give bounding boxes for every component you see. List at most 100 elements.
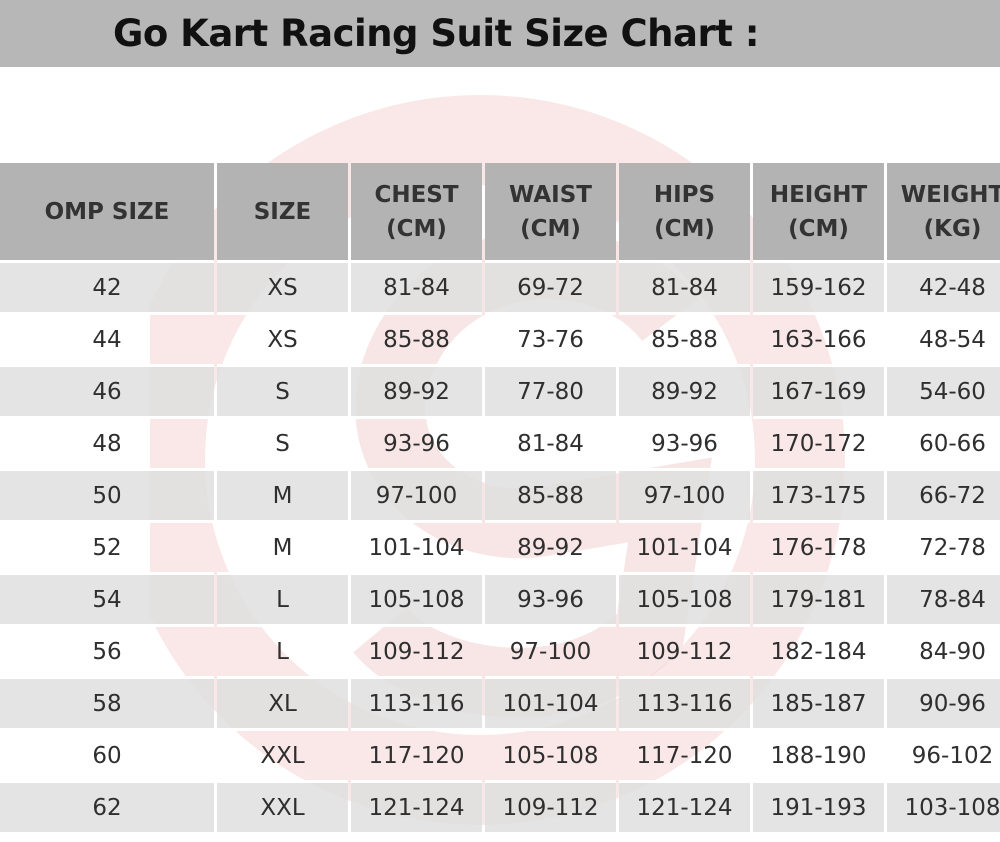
- table-cell: 117-120: [619, 731, 750, 783]
- header-row: OMP SIZE SIZE CHEST (CM) WAIST (CM) HIPS (CM…: [0, 163, 1000, 263]
- table-cell: 60: [0, 731, 214, 783]
- table-cell: L: [217, 575, 348, 627]
- column-header-label: SIZE: [253, 198, 312, 225]
- table-cell: 93-96: [485, 575, 616, 627]
- table-row: 58 XL 113-116 101-104 113-116 185-187 90-96: [0, 679, 1000, 731]
- column-header: HIPS (CM): [619, 163, 750, 263]
- table-row: 52 M 101-104 89-92 101-104 176-178 72-78: [0, 523, 1000, 575]
- table-cell: 48: [0, 419, 214, 471]
- table-cell: S: [217, 419, 348, 471]
- table-cell: 179-181: [753, 575, 884, 627]
- column-header-label: HEIGHT (CM): [769, 181, 868, 242]
- table-cell: 188-190: [753, 731, 884, 783]
- table-cell: XL: [217, 679, 348, 731]
- table-cell: 173-175: [753, 471, 884, 523]
- column-header-label: WAIST (CM): [509, 181, 592, 242]
- column-header-label: CHEST (CM): [374, 181, 459, 242]
- table-cell: 77-80: [485, 367, 616, 419]
- table-cell: 113-116: [619, 679, 750, 731]
- table-cell: 73-76: [485, 315, 616, 367]
- table-cell: L: [217, 627, 348, 679]
- table-cell: 89-92: [485, 523, 616, 575]
- table-cell: 60-66: [887, 419, 1000, 471]
- table-cell: 159-162: [753, 263, 884, 315]
- table-cell: 121-124: [619, 783, 750, 835]
- table-row: 48 S 93-96 81-84 93-96 170-172 60-66: [0, 419, 1000, 471]
- table-cell: 42: [0, 263, 214, 315]
- table-cell: 78-84: [887, 575, 1000, 627]
- table-cell: 97-100: [351, 471, 482, 523]
- table-cell: 66-72: [887, 471, 1000, 523]
- table-cell: XXL: [217, 783, 348, 835]
- table-cell: 56: [0, 627, 214, 679]
- column-header: OMP SIZE: [0, 163, 214, 263]
- column-header-label: WEIGHT (KG): [900, 181, 1000, 242]
- table-cell: 54: [0, 575, 214, 627]
- table-cell: 109-112: [619, 627, 750, 679]
- table-cell: 97-100: [619, 471, 750, 523]
- column-header: WEIGHT (KG): [887, 163, 1000, 263]
- table-cell: 42-48: [887, 263, 1000, 315]
- table-row: 50 M 97-100 85-88 97-100 173-175 66-72: [0, 471, 1000, 523]
- table-cell: 50: [0, 471, 214, 523]
- table-cell: M: [217, 523, 348, 575]
- table-row: 62 XXL 121-124 109-112 121-124 191-193 103-108: [0, 783, 1000, 835]
- table-cell: XS: [217, 263, 348, 315]
- table-cell: 81-84: [351, 263, 482, 315]
- table-cell: 62: [0, 783, 214, 835]
- table-cell: 81-84: [619, 263, 750, 315]
- table-cell: 103-108: [887, 783, 1000, 835]
- table-cell: 48-54: [887, 315, 1000, 367]
- table-cell: 90-96: [887, 679, 1000, 731]
- table-cell: 101-104: [351, 523, 482, 575]
- column-header: CHEST (CM): [351, 163, 482, 263]
- table-cell: 81-84: [485, 419, 616, 471]
- table-cell: M: [217, 471, 348, 523]
- column-header: WAIST (CM): [485, 163, 616, 263]
- table-cell: 105-108: [351, 575, 482, 627]
- table-row: 60 XXL 117-120 105-108 117-120 188-190 96-102: [0, 731, 1000, 783]
- table-cell: 97-100: [485, 627, 616, 679]
- table-cell: 96-102: [887, 731, 1000, 783]
- table-row: 44 XS 85-88 73-76 85-88 163-166 48-54: [0, 315, 1000, 367]
- table-row: 46 S 89-92 77-80 89-92 167-169 54-60: [0, 367, 1000, 419]
- table-cell: 191-193: [753, 783, 884, 835]
- table-cell: 72-78: [887, 523, 1000, 575]
- table-row: 56 L 109-112 97-100 109-112 182-184 84-90: [0, 627, 1000, 679]
- title-bar: Go Kart Racing Suit Size Chart :: [0, 0, 1000, 67]
- table-cell: 109-112: [351, 627, 482, 679]
- column-header-label: HIPS (CM): [653, 181, 716, 242]
- table-cell: 167-169: [753, 367, 884, 419]
- table-cell: 89-92: [351, 367, 482, 419]
- chart-title: Go Kart Racing Suit Size Chart :: [113, 12, 760, 55]
- table-cell: 93-96: [619, 419, 750, 471]
- table-cell: 52: [0, 523, 214, 575]
- table-row: 42 XS 81-84 69-72 81-84 159-162 42-48: [0, 263, 1000, 315]
- table-cell: 117-120: [351, 731, 482, 783]
- table-cell: 101-104: [485, 679, 616, 731]
- table-row: 54 L 105-108 93-96 105-108 179-181 78-84: [0, 575, 1000, 627]
- table-cell: 176-178: [753, 523, 884, 575]
- table-cell: 105-108: [485, 731, 616, 783]
- table-cell: 163-166: [753, 315, 884, 367]
- table-cell: 182-184: [753, 627, 884, 679]
- table-cell: 109-112: [485, 783, 616, 835]
- table-cell: 69-72: [485, 263, 616, 315]
- table-cell: 101-104: [619, 523, 750, 575]
- table-cell: S: [217, 367, 348, 419]
- table-cell: 85-88: [485, 471, 616, 523]
- table-cell: 170-172: [753, 419, 884, 471]
- table-cell: 113-116: [351, 679, 482, 731]
- table-cell: 58: [0, 679, 214, 731]
- table-cell: 185-187: [753, 679, 884, 731]
- column-header: HEIGHT (CM): [753, 163, 884, 263]
- table-cell: 105-108: [619, 575, 750, 627]
- table-cell: XS: [217, 315, 348, 367]
- column-header: SIZE: [217, 163, 348, 263]
- size-table: OMP SIZE SIZE CHEST (CM) WAIST (CM) HIPS (CM…: [0, 163, 1000, 835]
- table-header: OMP SIZE SIZE CHEST (CM) WAIST (CM) HIPS (CM…: [0, 163, 1000, 263]
- table-cell: XXL: [217, 731, 348, 783]
- column-header-label: OMP SIZE: [44, 198, 170, 225]
- table-cell: 44: [0, 315, 214, 367]
- table-cell: 85-88: [351, 315, 482, 367]
